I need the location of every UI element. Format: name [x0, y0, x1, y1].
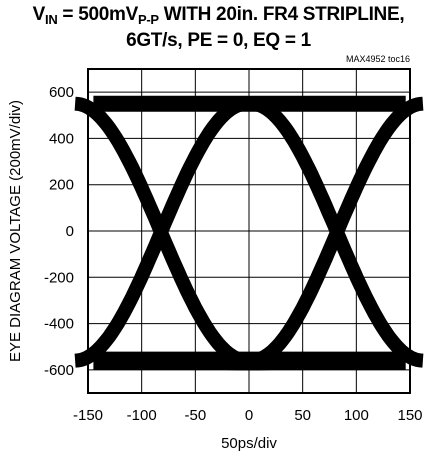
x-axis-title: 50ps/div — [221, 435, 277, 452]
right-tail-trace — [396, 355, 407, 364]
y-tick-label: -400 — [44, 316, 74, 333]
x-tick-label: 50 — [294, 407, 311, 424]
high-level-overshoot — [160, 97, 338, 107]
x-tick-label: 0 — [245, 407, 253, 424]
chart-title-line-1: VIN = 500mVP-P WITH 20in. FR4 STRIPLINE, — [32, 4, 405, 27]
y-axis-title: EYE DIAGRAM VOLTAGE (200mV/div) — [7, 100, 24, 362]
x-tick-label: -50 — [184, 407, 206, 424]
y-tick-label: -200 — [44, 269, 74, 286]
low-level-undershoot — [160, 357, 338, 371]
y-tick-label: 0 — [66, 223, 74, 240]
x-tick-label: -150 — [73, 407, 103, 424]
eye-traces — [74, 95, 424, 371]
y-tick-label: 600 — [49, 84, 74, 101]
left-tail-trace — [91, 101, 104, 111]
x-tick-label: -100 — [127, 407, 157, 424]
y-tick-label: -600 — [44, 362, 74, 379]
chart-title-line-2: 6GT/s, PE = 0, EQ = 1 — [126, 30, 311, 51]
falling-edge-trace — [74, 96, 248, 368]
x-tick-label: 100 — [344, 407, 369, 424]
y-tick-label: 200 — [49, 177, 74, 194]
falling-edge-trace — [250, 96, 424, 368]
y-tick-label: 400 — [49, 130, 74, 147]
figure-id-label: MAX4952 toc16 — [346, 54, 411, 64]
x-tick-label: 150 — [397, 407, 422, 424]
